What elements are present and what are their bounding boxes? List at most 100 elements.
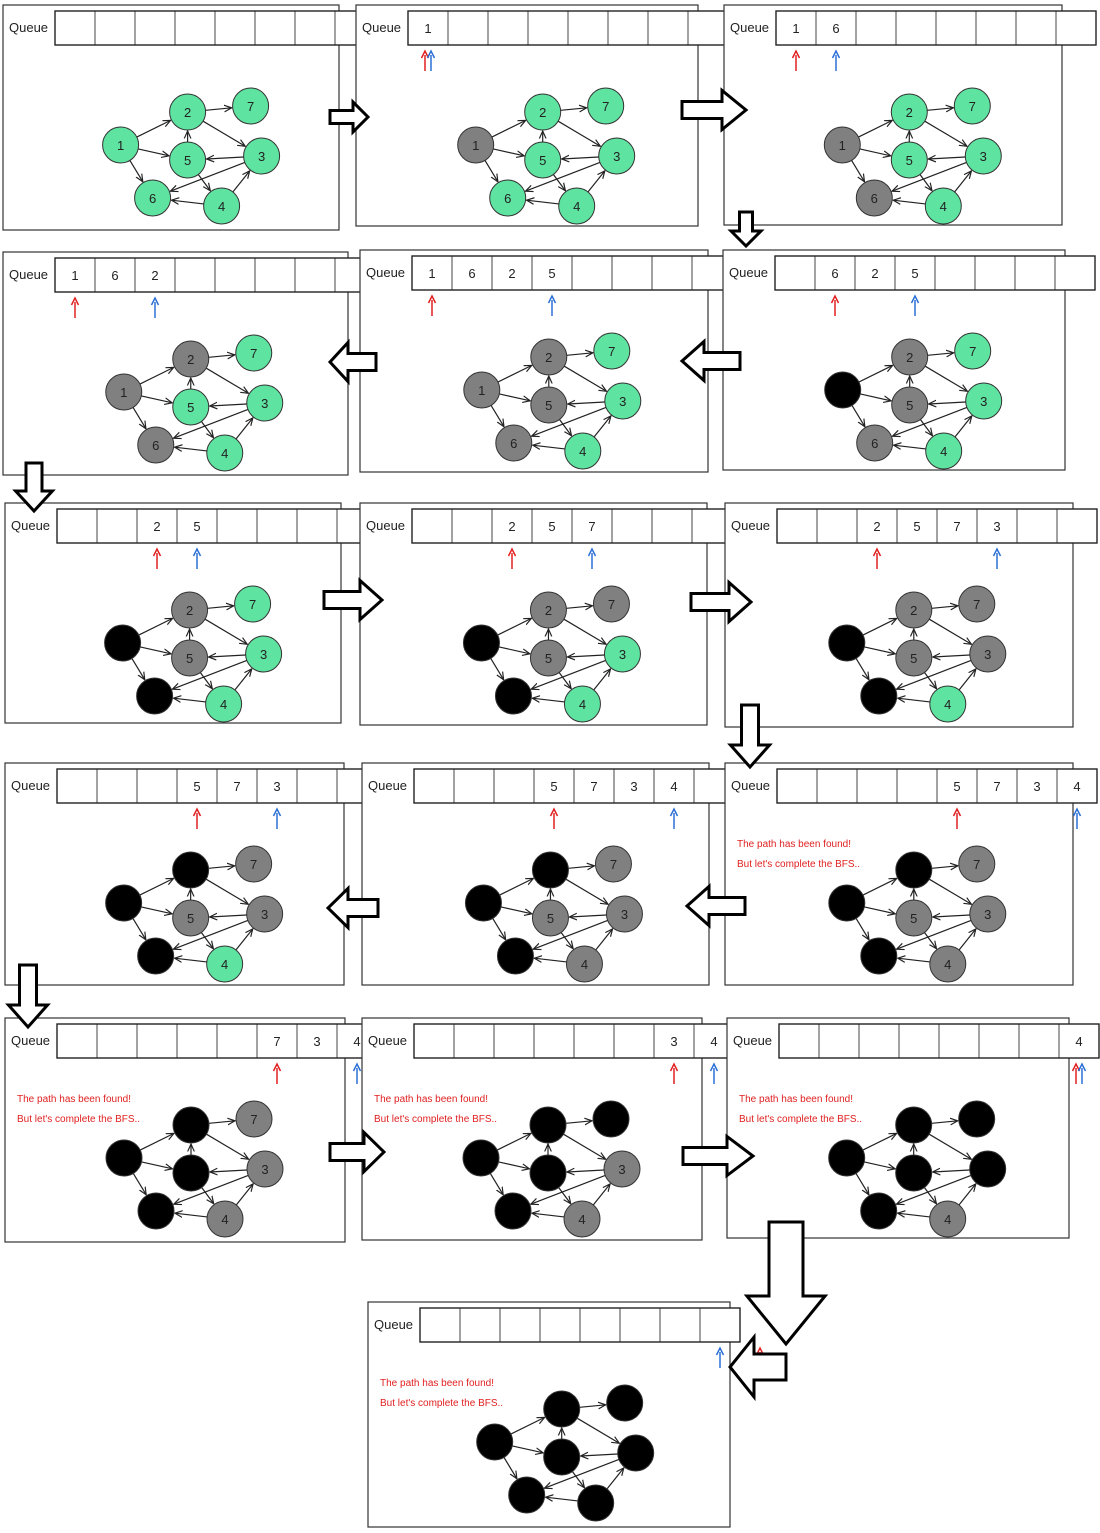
- graph-edge: [924, 120, 967, 146]
- graph-node-label: 7: [973, 597, 980, 612]
- queue-array: 5 7 3 4: [413, 768, 735, 804]
- graph-edge: [175, 447, 207, 451]
- graph-edge: [141, 1161, 173, 1169]
- queue-cell-value: 7: [233, 779, 240, 794]
- graph-edge: [200, 932, 213, 948]
- graph-edge: [898, 698, 930, 702]
- graph-node: [969, 635, 1007, 673]
- graph-edge: [567, 1170, 605, 1172]
- graph-node-label: 7: [249, 597, 256, 612]
- queue-cell: [1018, 1023, 1060, 1059]
- graph-node: [463, 371, 501, 409]
- graph-node: [206, 1200, 244, 1238]
- queue-label: Queue: [11, 778, 50, 793]
- graph-node: [171, 639, 209, 677]
- graph-node: [530, 338, 568, 376]
- graph-node-label: 7: [608, 597, 615, 612]
- queue-cell: [451, 508, 493, 544]
- graph-node-label: 3: [980, 149, 987, 164]
- graph-node-label: 2: [906, 105, 913, 120]
- rear-pointer-head: [547, 294, 557, 304]
- graph-node-label: 4: [220, 697, 227, 712]
- graph-node-label: 2: [187, 352, 194, 367]
- bfs-graph: 34: [462, 1100, 641, 1238]
- queue-cell: [413, 768, 455, 804]
- queue-label: Queue: [368, 1033, 407, 1048]
- graph-edge: [493, 148, 524, 156]
- graph-edge: [894, 445, 926, 449]
- queue-cell: [774, 255, 816, 291]
- queue-cell: [974, 255, 1016, 291]
- queue-cell: [856, 768, 898, 804]
- graph-edge: [171, 200, 204, 204]
- flow-arrow: [12, 461, 56, 514]
- graph-node: [137, 426, 175, 464]
- front-pointer-head: [549, 807, 559, 817]
- graph-edge: [565, 878, 608, 904]
- graph-node-label: 4: [940, 444, 947, 459]
- queue-cell-value: 1: [424, 21, 431, 36]
- queue-cell-value: 5: [193, 779, 200, 794]
- bfs-step-panel: Queue 5 7 3 4 3 4 5 7: [361, 762, 735, 986]
- graph-edge: [175, 958, 207, 962]
- queue-cell: [856, 508, 898, 544]
- graph-edge: [141, 906, 172, 914]
- queue-cell: [816, 768, 858, 804]
- graph-edge: [491, 120, 526, 138]
- queue-outline: [776, 508, 1098, 544]
- graph-node: [531, 899, 569, 937]
- graph-node: [958, 1100, 996, 1138]
- graph-edge: [593, 669, 611, 691]
- graph-node: [235, 1100, 273, 1138]
- rear-pointer-head: [831, 49, 841, 59]
- graph-node: [860, 937, 898, 975]
- graph-node-label: 3: [980, 394, 987, 409]
- graph-node: [524, 141, 562, 179]
- graph-edge: [140, 646, 171, 654]
- graph-node-label: 1: [839, 138, 846, 153]
- queue-cell: [499, 1307, 541, 1343]
- graph-node: [895, 851, 933, 889]
- graph-edge: [958, 669, 976, 691]
- graph-node: [462, 624, 500, 662]
- queue-cell: [54, 10, 96, 46]
- graph-node: [234, 585, 272, 623]
- queue-cell: [611, 508, 653, 544]
- graph-edge: [862, 1133, 897, 1151]
- graph-edge: [864, 906, 895, 914]
- graph-node-label: 3: [619, 647, 626, 662]
- graph-edge: [919, 419, 932, 435]
- graph-edge: [207, 157, 244, 159]
- graph-node-label: 4: [581, 957, 588, 972]
- queue-cell: [491, 508, 533, 544]
- graph-edge: [484, 160, 498, 181]
- queue-cell-value: 7: [588, 519, 595, 534]
- graph-node: [245, 635, 283, 673]
- flow-arrow: [689, 579, 754, 625]
- graph-node: [895, 1106, 933, 1144]
- graph-node: [104, 624, 142, 662]
- bfs-graph: 1 2 3 4 5 6 7: [102, 87, 281, 225]
- queue-array: 5 7 3 4: [776, 768, 1098, 804]
- graph-node: [592, 1100, 630, 1138]
- bfs-graph: 4: [828, 1100, 1007, 1238]
- queue-cell-value: 7: [953, 519, 960, 534]
- queue-cell: [136, 1023, 178, 1059]
- graph-node: [593, 332, 631, 370]
- queue-cell: [294, 257, 336, 293]
- front-pointer-head: [791, 49, 801, 59]
- flow-arrow: [322, 577, 385, 623]
- queue-cell-value: 5: [193, 519, 200, 534]
- bfs-step-panel: Queue 1 6 2 1 2 3 4 5 6 7: [2, 251, 376, 476]
- graph-node-label: 4: [579, 697, 586, 712]
- graph-edge: [924, 932, 936, 948]
- graph-edge: [208, 866, 235, 868]
- path-found-message: The path has been found!: [380, 1378, 494, 1389]
- queue-cell: [651, 508, 693, 544]
- graph-edge: [205, 108, 232, 110]
- graph-node-label: 3: [984, 647, 991, 662]
- graph-node-label: 5: [906, 153, 913, 168]
- queue-cell-value: 4: [1073, 779, 1080, 794]
- graph-edge: [563, 1133, 605, 1159]
